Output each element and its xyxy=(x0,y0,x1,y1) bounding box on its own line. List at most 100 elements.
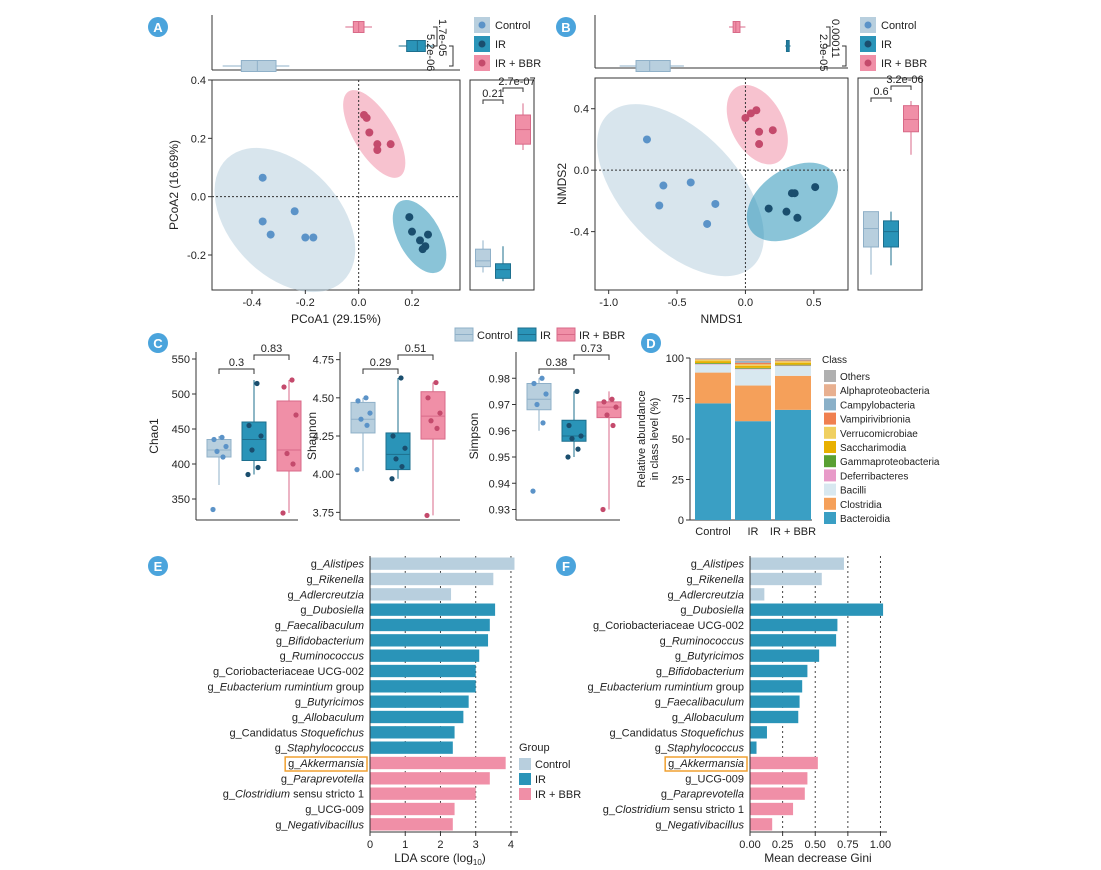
a-xtick-label: -0.4 xyxy=(243,297,262,309)
b-ellipse-ir xyxy=(746,162,838,242)
f-bar-label-part: g_ xyxy=(680,605,693,617)
e-legend-label: IR + BBR xyxy=(535,789,581,801)
e-bar-label: g_Negativibacillus xyxy=(275,819,364,831)
a-ellipse-control xyxy=(214,147,356,293)
c-shannon-point xyxy=(393,456,399,462)
e-bar-label-part: g_ xyxy=(281,773,294,785)
f-bar-label: g_Rikenella xyxy=(687,574,745,586)
a-legend-label: IR xyxy=(495,39,506,51)
e-bar xyxy=(370,818,453,831)
d-legend-label: Saccharimodia xyxy=(840,443,907,454)
panel-label-e-badge xyxy=(148,556,168,576)
a-point xyxy=(365,128,374,137)
f-xtick-label: 0.50 xyxy=(805,839,826,851)
c-shannon-ytick-label: 4.00 xyxy=(313,469,334,481)
a-ylabel: PCoA2 (16.69%) xyxy=(167,140,181,230)
f-bar-label-part: g_ xyxy=(668,758,681,770)
b-point xyxy=(793,213,802,222)
e-bar-label-part: g_ xyxy=(275,819,288,831)
e-bar-label-part: Faecalibaculum xyxy=(287,620,364,632)
c-chao1-point xyxy=(214,448,220,454)
b-point xyxy=(752,106,761,115)
d-ytick-label: 0 xyxy=(678,515,684,527)
b-legend-label: IR xyxy=(881,39,892,51)
d-bar-segment-clostridia xyxy=(775,375,811,410)
a-legend-dot xyxy=(478,59,486,67)
c-shannon-point xyxy=(428,418,434,424)
b-right-pvalue-1: 0.6 xyxy=(873,86,888,98)
b-top-pvalue-1: 0.00011 xyxy=(829,19,841,58)
e-bar-label: g_Adlercreutzia xyxy=(288,589,364,601)
c-shannon-ytick-label: 4.25 xyxy=(313,431,334,443)
e-bar xyxy=(370,787,476,800)
a-legend-dot xyxy=(478,40,486,48)
f-bar-label-part: g_ xyxy=(672,712,685,724)
e-bar-label-part: g_ xyxy=(288,589,301,601)
d-bar-segment-vampirivibrionia xyxy=(775,360,811,362)
b-top-box-control xyxy=(635,60,671,72)
f-bar xyxy=(750,756,818,770)
b-point xyxy=(655,201,664,210)
e-bar-label-part: Adlercreutzia xyxy=(299,589,364,601)
f-bar-label: g_Ruminococcus xyxy=(660,635,745,647)
a-xlabel: PCoA1 (29.15%) xyxy=(291,312,381,326)
d-bar-segment-campylobacteria xyxy=(735,361,771,363)
d-bar-segment-gammaproteobacteria xyxy=(775,364,811,366)
c-chao1-point xyxy=(254,380,260,387)
panel-label-d: D xyxy=(646,336,655,351)
f-bar-label-part: Rikenella xyxy=(699,574,744,586)
d-bar-segment-saccharimodia xyxy=(695,361,731,364)
b-point xyxy=(782,207,791,216)
e-bar-label: g_Eubacterium rumintium group xyxy=(207,681,364,693)
c-chao1-point xyxy=(281,384,287,390)
f-bar xyxy=(750,726,767,739)
c-shannon-point xyxy=(364,422,370,428)
e-bar xyxy=(370,710,464,724)
e-bar-label-part: g_ xyxy=(307,574,320,586)
f-xtick-label: 0.00 xyxy=(739,839,760,851)
d-xtick-label: IR + BBR xyxy=(770,526,816,538)
c-chao1-pvalue-1: 0.3 xyxy=(229,357,244,369)
f-bar-label: g_Paraprevotella xyxy=(661,789,744,801)
d-bar-segment-saccharimodia xyxy=(735,365,771,368)
f-bar-label-part: g_ xyxy=(656,666,669,678)
c-chao1-point xyxy=(245,471,251,478)
c-simpson-point xyxy=(575,446,581,452)
c-chao1-ytick-label: 550 xyxy=(172,354,190,366)
f-bar-label: g_Bifidobacterium xyxy=(656,666,744,678)
a-point xyxy=(301,233,310,242)
a-ytick-label: 0.0 xyxy=(191,192,206,204)
e-highlight-box xyxy=(284,756,368,772)
b-point xyxy=(755,140,764,149)
c-simpson-ytick-label: 0.97 xyxy=(489,400,510,412)
c-chao1-ytick-label: 450 xyxy=(172,424,190,436)
c-shannon-ylabel: Shannon xyxy=(305,412,319,460)
d-legend-swatch xyxy=(824,469,836,482)
d-legend-label: Verrucomicrobiae xyxy=(840,429,918,440)
a-right-pvalue-2: 2.7e-07 xyxy=(498,76,535,88)
d-bar-segment-verrucomicrobiae xyxy=(695,359,731,362)
c-chao1-ylabel: Chao1 xyxy=(147,418,161,454)
f-bar xyxy=(750,634,837,647)
c-simpson-point xyxy=(539,375,545,381)
e-bar-label-part: g_Coriobacteriaceae UCG-002 xyxy=(213,666,364,678)
e-legend-label: IR xyxy=(535,774,546,786)
f-bar xyxy=(750,818,773,831)
d-legend-label: Bacilli xyxy=(840,486,866,497)
a-point xyxy=(373,140,382,149)
c-simpson-point xyxy=(565,454,571,460)
b-right-box-irbbr xyxy=(903,105,919,133)
a-point xyxy=(309,233,318,242)
f-bar-label: g_Adlercreutzia xyxy=(668,589,744,601)
a-ytick-label: 0.2 xyxy=(191,133,206,145)
e-bar xyxy=(370,634,489,647)
b-point xyxy=(686,178,695,187)
b-point xyxy=(811,183,820,192)
e-xtick-label: 3 xyxy=(473,839,479,851)
e-bar-label: g_Clostridium sensu stricto 1 xyxy=(223,789,364,801)
f-bar-label-part: Akkermansia xyxy=(679,758,744,770)
e-bar-label-part: Butyricimos xyxy=(307,697,364,709)
f-bar-label-part: g_ xyxy=(655,697,668,709)
e-bar-label-part: group xyxy=(333,681,364,693)
e-bar xyxy=(370,664,476,678)
